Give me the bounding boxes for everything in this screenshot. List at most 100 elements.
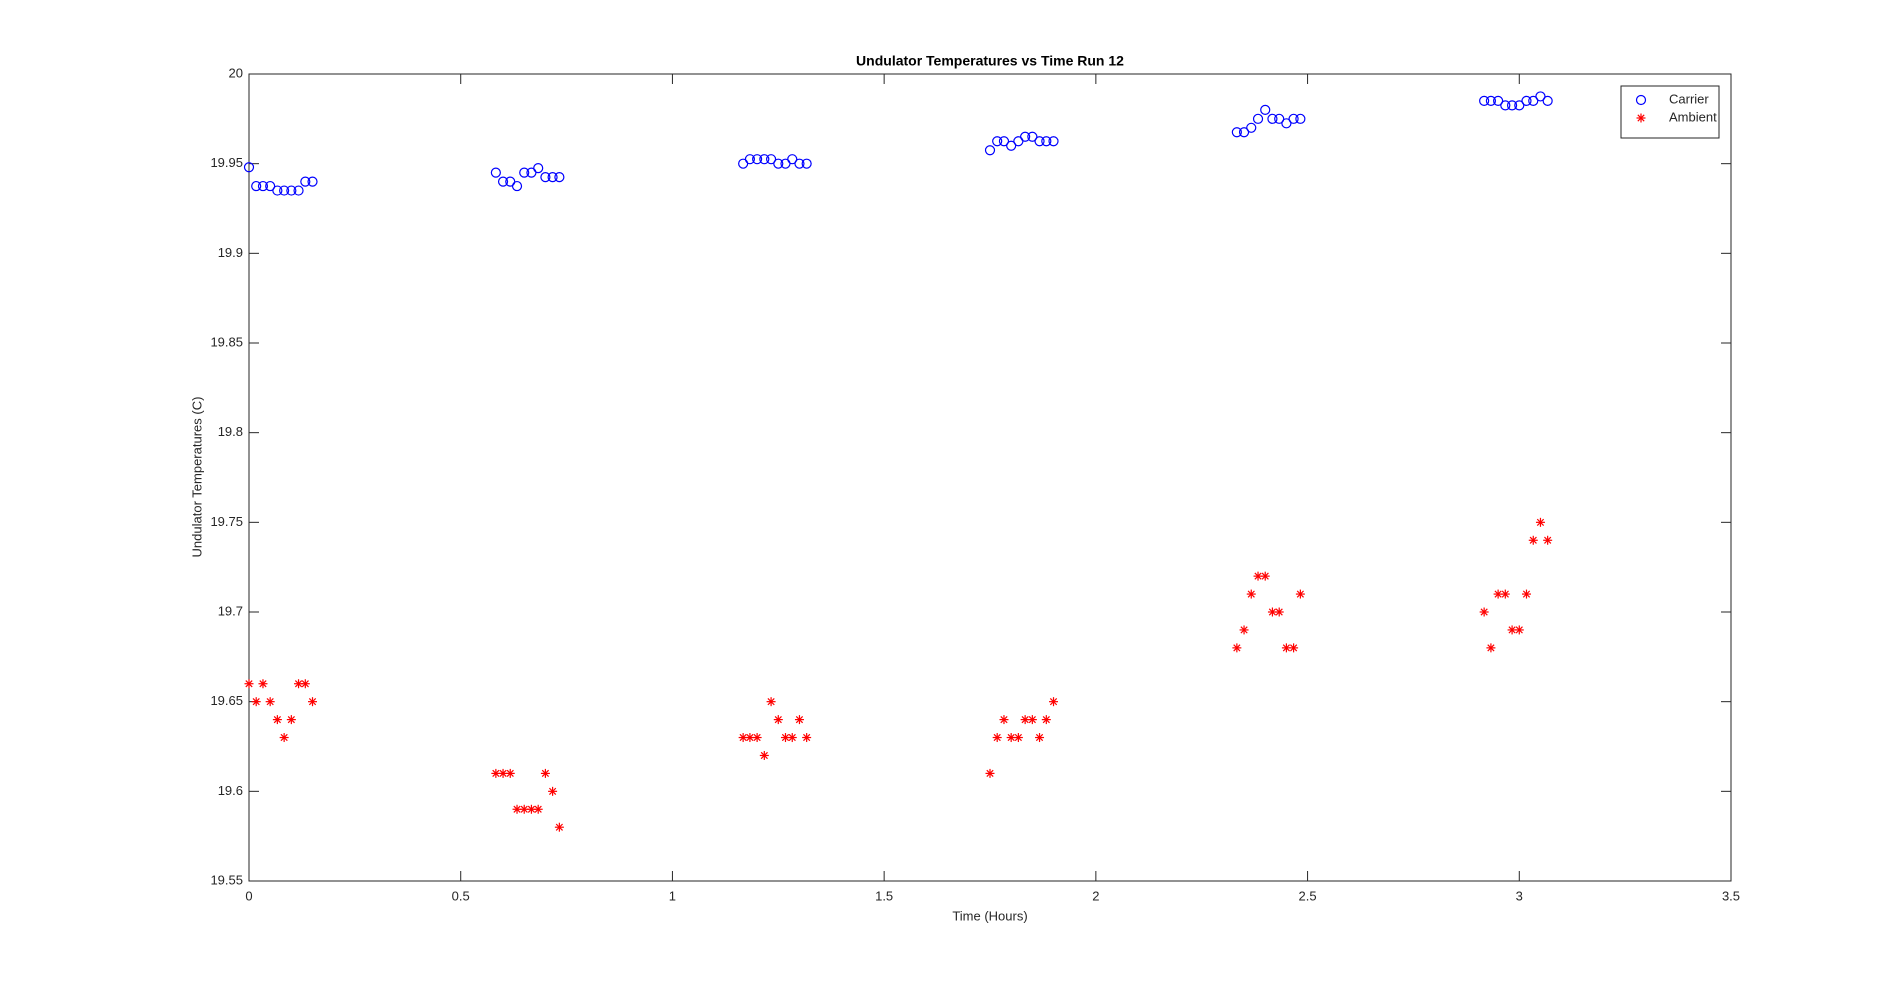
point	[745, 733, 755, 743]
point	[1528, 95, 1539, 107]
asterisk-stroke	[1000, 715, 1008, 724]
asterisk-stroke	[280, 733, 288, 742]
asterisk-stroke	[1637, 114, 1645, 122]
y-tick-label: 19.6	[218, 783, 243, 798]
asterisk-stroke	[1014, 733, 1022, 742]
asterisk-stroke	[266, 698, 274, 706]
point	[801, 158, 812, 169]
chart-title: Undulator Temperatures vs Time Run 12	[856, 53, 1124, 69]
asterisk-stroke	[795, 715, 804, 724]
point	[1281, 118, 1292, 129]
point	[794, 158, 805, 169]
point	[1543, 535, 1553, 545]
point	[244, 679, 254, 689]
point	[1288, 113, 1299, 124]
x-axis-label: Time (Hours)	[952, 908, 1027, 923]
asterisk-stroke	[1282, 644, 1291, 652]
point	[251, 697, 261, 707]
asterisk-stroke	[245, 680, 253, 688]
point	[300, 176, 311, 187]
point	[1006, 140, 1017, 151]
point	[794, 715, 804, 725]
point	[519, 167, 530, 178]
asterisk-stroke	[1247, 590, 1255, 598]
point	[1485, 95, 1497, 107]
asterisk-stroke	[1042, 715, 1050, 724]
point	[533, 163, 544, 174]
point	[279, 185, 290, 196]
point	[497, 176, 509, 187]
asterisk-stroke	[287, 715, 295, 724]
asterisk-stroke	[1233, 644, 1241, 652]
point	[540, 768, 550, 778]
point	[243, 162, 255, 173]
point	[547, 172, 558, 183]
point	[279, 733, 289, 743]
asterisk-stroke	[1522, 590, 1531, 598]
point	[1535, 91, 1546, 102]
point	[1267, 113, 1278, 124]
asterisk-stroke	[746, 733, 754, 742]
point	[1479, 95, 1490, 107]
y-tick-label: 19.95	[210, 155, 243, 170]
y-tick-label: 19.55	[210, 872, 243, 887]
point	[307, 176, 318, 187]
asterisk-stroke	[1254, 572, 1262, 580]
point	[1486, 643, 1496, 653]
point	[1493, 95, 1504, 107]
legend-marker	[1635, 94, 1647, 106]
point	[1274, 607, 1284, 617]
point	[505, 768, 515, 778]
asterisk-stroke	[1240, 626, 1248, 634]
point	[787, 154, 798, 165]
point	[1521, 95, 1532, 107]
point	[1049, 697, 1059, 707]
y-tick-label: 19.8	[218, 424, 243, 439]
asterisk-stroke	[1501, 590, 1509, 598]
asterisk-stroke	[1007, 733, 1015, 742]
point	[1506, 100, 1518, 111]
asterisk-stroke	[1536, 518, 1545, 526]
point	[554, 172, 565, 183]
point	[1252, 113, 1264, 124]
point	[1542, 95, 1553, 107]
point	[1260, 104, 1271, 115]
legend-box	[1620, 85, 1720, 139]
y-tick-label: 19.7	[218, 603, 243, 618]
asterisk-stroke	[781, 733, 790, 742]
point	[999, 715, 1009, 725]
point	[1246, 589, 1256, 599]
point	[533, 804, 543, 814]
asterisk-stroke	[301, 680, 309, 688]
point	[1239, 625, 1249, 635]
asterisk-stroke	[1028, 715, 1036, 724]
point	[773, 158, 784, 169]
asterisk-stroke	[1289, 644, 1298, 652]
point	[1521, 589, 1531, 599]
x-tick-label: 2	[1092, 888, 1099, 903]
point	[1535, 517, 1545, 527]
asterisk-stroke	[1515, 626, 1523, 634]
point	[1231, 127, 1242, 138]
point	[992, 136, 1003, 147]
point	[1246, 122, 1257, 133]
point	[985, 768, 995, 778]
x-tick-label: 0.5	[452, 888, 470, 903]
asterisk-stroke	[760, 751, 768, 760]
point	[1027, 131, 1038, 142]
point	[1253, 571, 1263, 581]
asterisk-stroke	[513, 805, 521, 813]
point	[1295, 589, 1305, 599]
asterisk-stroke	[259, 680, 267, 688]
point	[548, 786, 558, 796]
asterisk-stroke	[541, 769, 550, 778]
point	[300, 679, 310, 689]
asterisk-stroke	[1494, 590, 1502, 598]
point	[984, 145, 996, 156]
point	[1500, 100, 1511, 111]
point	[1020, 131, 1031, 142]
asterisk-stroke	[499, 769, 507, 778]
asterisk-stroke	[1035, 733, 1044, 742]
asterisk-stroke	[1261, 572, 1269, 580]
